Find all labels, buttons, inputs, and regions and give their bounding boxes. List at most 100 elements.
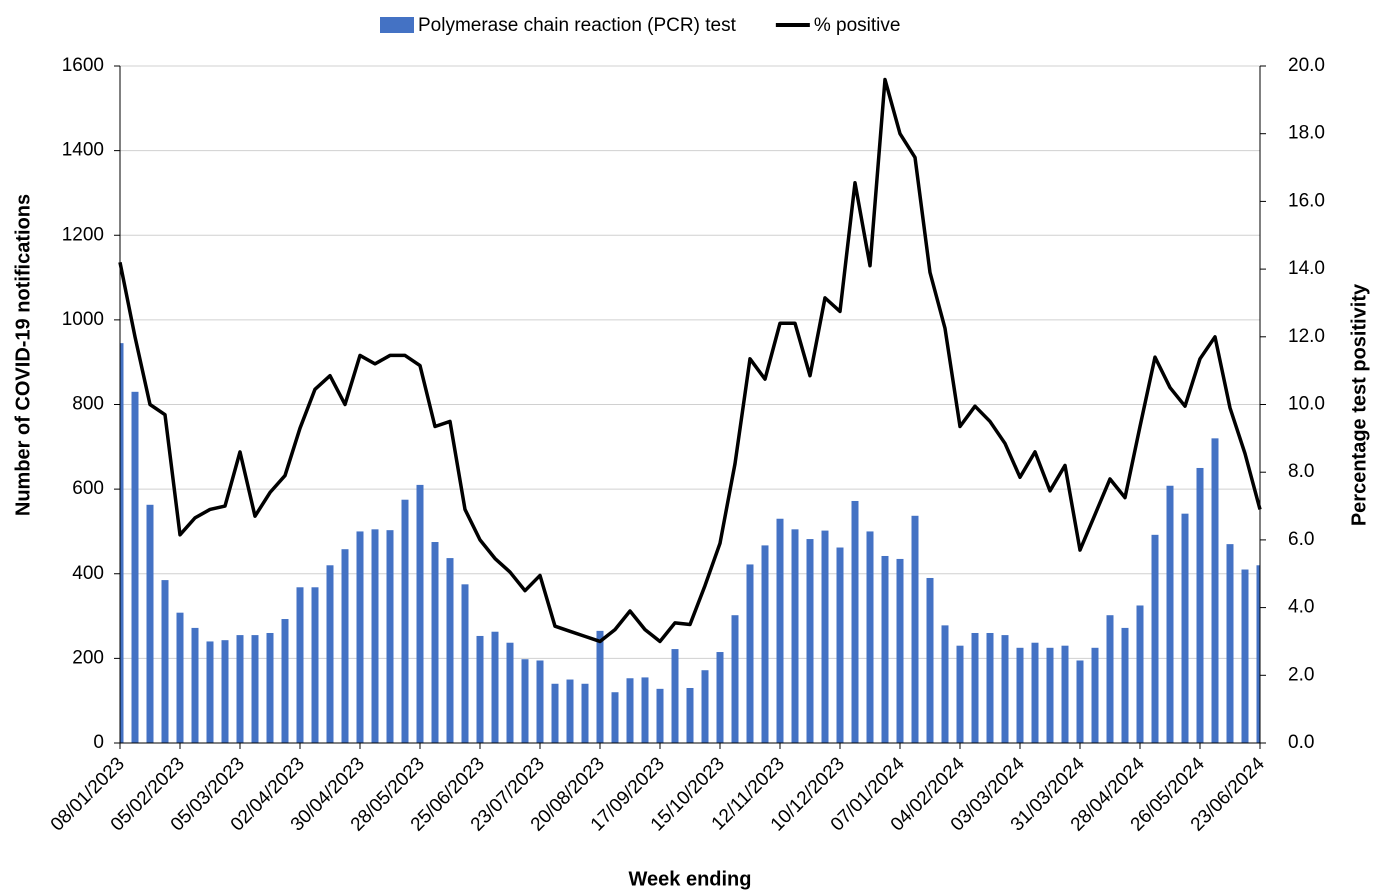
y-tick-label: 0: [93, 732, 104, 753]
legend-label: % positive: [814, 15, 901, 36]
bar: [686, 687, 694, 743]
bar: [536, 660, 544, 743]
bar: [776, 518, 784, 743]
legend-swatch: [380, 17, 414, 33]
bar: [341, 549, 349, 743]
y2-tick-label: 16.0: [1288, 190, 1325, 211]
bar: [1091, 647, 1099, 743]
bar: [581, 683, 589, 743]
bar: [476, 635, 484, 743]
y2-tick-label: 6.0: [1288, 529, 1314, 550]
bar: [716, 652, 724, 743]
bar: [356, 531, 364, 743]
bar: [1181, 513, 1189, 743]
y-tick-label: 1600: [62, 55, 104, 76]
bar: [146, 504, 154, 743]
y2-tick-label: 18.0: [1288, 123, 1325, 144]
bar: [821, 530, 829, 743]
bar: [761, 545, 769, 743]
bar: [521, 659, 529, 743]
bar: [1016, 647, 1024, 743]
y2-tick-label: 20.0: [1288, 55, 1325, 76]
bar: [281, 619, 289, 743]
bar: [1136, 605, 1144, 743]
bar: [596, 630, 604, 743]
bar: [296, 587, 304, 743]
plot: [120, 343, 1260, 743]
bar: [1046, 647, 1054, 743]
bar: [446, 558, 454, 743]
y2-tick-label: 4.0: [1288, 597, 1314, 618]
bar: [491, 631, 499, 743]
y-tick-label: 1000: [62, 309, 104, 330]
bar: [401, 499, 409, 743]
bar: [746, 564, 754, 743]
bar: [1256, 565, 1260, 743]
bar: [221, 640, 229, 743]
bar: [566, 679, 574, 743]
y2-tick-label: 0.0: [1288, 732, 1314, 753]
bar: [986, 632, 994, 743]
bar: [641, 677, 649, 743]
bar: [611, 692, 619, 743]
y2-axis-title: Percentage test positivity: [1348, 283, 1370, 526]
bar: [731, 615, 739, 743]
bar: [1031, 642, 1039, 743]
bar: [131, 391, 139, 743]
y-tick-label: 600: [72, 478, 104, 499]
bar: [371, 529, 379, 743]
bar: [1061, 645, 1069, 743]
y2-tick-label: 12.0: [1288, 326, 1325, 347]
bar: [671, 649, 679, 743]
y-tick-label: 1200: [62, 224, 104, 245]
y2-tick-label: 8.0: [1288, 461, 1314, 482]
bar: [386, 530, 394, 743]
legend-label: Polymerase chain reaction (PCR) test: [418, 15, 737, 36]
bar: [551, 683, 559, 743]
bar: [461, 584, 469, 743]
bar: [1106, 615, 1114, 743]
bar: [626, 678, 634, 743]
bar: [866, 531, 874, 743]
bar: [1001, 635, 1009, 743]
bar: [926, 577, 934, 743]
bar: [506, 642, 514, 743]
bar: [941, 625, 949, 743]
bar: [1226, 544, 1234, 743]
bar: [701, 670, 709, 743]
bar: [1241, 569, 1249, 743]
bar: [176, 612, 184, 743]
bar: [266, 632, 274, 743]
bar: [851, 500, 859, 743]
bar: [911, 515, 919, 743]
y-tick-label: 400: [72, 563, 104, 584]
bar: [896, 558, 904, 743]
bar: [311, 587, 319, 743]
line: [118, 77, 1262, 644]
bar: [806, 539, 814, 743]
bar: [881, 555, 889, 743]
bar: [161, 580, 169, 743]
bar: [1196, 467, 1204, 743]
x-axis-title: Week ending: [629, 868, 752, 890]
y2-tick-label: 2.0: [1288, 664, 1314, 685]
bar: [791, 529, 799, 743]
bar: [416, 484, 424, 743]
bar: [971, 632, 979, 743]
bar: [1151, 534, 1159, 743]
bar: [251, 635, 259, 743]
bar: [1211, 438, 1219, 743]
bar: [326, 565, 334, 743]
bar: [956, 645, 964, 743]
bar: [431, 542, 439, 743]
y-tick-label: 1400: [62, 140, 104, 161]
y2-tick-label: 10.0: [1288, 394, 1325, 415]
y-axis-title: Number of COVID-19 notifications: [12, 194, 34, 516]
bar: [1121, 627, 1129, 743]
y-tick-label: 800: [72, 394, 104, 415]
bar: [191, 627, 199, 743]
bar: [1076, 660, 1084, 743]
bar: [120, 343, 124, 743]
bar: [656, 688, 664, 743]
